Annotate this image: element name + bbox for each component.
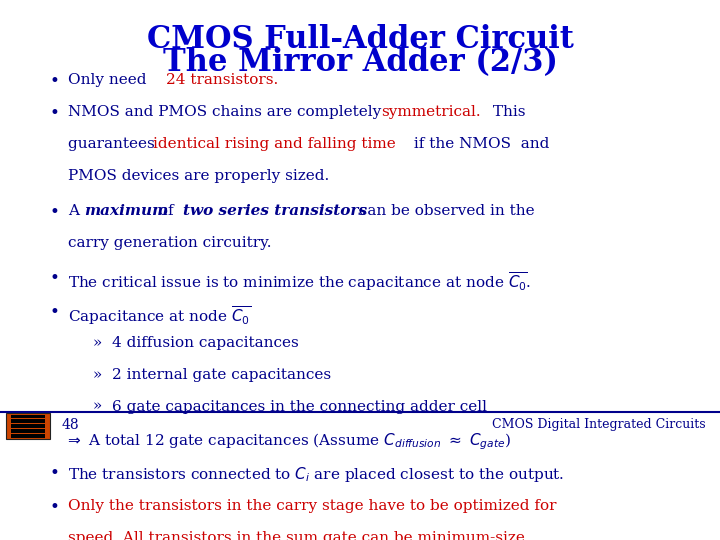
Text: •: • bbox=[49, 270, 59, 287]
Bar bbox=[11, 434, 45, 437]
Text: NMOS and PMOS chains are completely: NMOS and PMOS chains are completely bbox=[68, 105, 387, 119]
Bar bbox=[11, 415, 45, 418]
Text: The critical issue is to minimize the capacitance at node $\overline{C_0}$.: The critical issue is to minimize the ca… bbox=[68, 270, 531, 293]
Text: »: » bbox=[93, 400, 102, 414]
Text: symmetrical.: symmetrical. bbox=[382, 105, 481, 119]
Bar bbox=[6, 413, 50, 439]
Text: 4 diffusion capacitances: 4 diffusion capacitances bbox=[112, 336, 298, 350]
Text: Only need: Only need bbox=[68, 73, 152, 87]
Text: •: • bbox=[49, 500, 59, 516]
Bar bbox=[11, 424, 45, 428]
Text: guarantees: guarantees bbox=[68, 137, 160, 151]
Text: 6 gate capacitances in the connecting adder cell: 6 gate capacitances in the connecting ad… bbox=[112, 400, 487, 414]
Text: identical rising and falling time: identical rising and falling time bbox=[153, 137, 396, 151]
Text: CMOS Digital Integrated Circuits: CMOS Digital Integrated Circuits bbox=[492, 418, 706, 431]
Text: CMOS Full-Adder Circuit: CMOS Full-Adder Circuit bbox=[147, 24, 573, 55]
Text: •: • bbox=[49, 73, 59, 90]
Text: speed. All transistors in the sum gate can be minimum-size.: speed. All transistors in the sum gate c… bbox=[68, 531, 530, 540]
Text: »: » bbox=[93, 336, 102, 350]
Text: of: of bbox=[154, 204, 179, 218]
Text: 2 internal gate capacitances: 2 internal gate capacitances bbox=[112, 368, 330, 382]
Text: A: A bbox=[68, 204, 84, 218]
Text: two series transistors: two series transistors bbox=[183, 204, 367, 218]
Text: •: • bbox=[49, 105, 59, 122]
Text: Capacitance at node $\overline{C_0}$: Capacitance at node $\overline{C_0}$ bbox=[68, 304, 251, 327]
Text: $\Rightarrow$ A total 12 gate capacitances (Assume $C_{diffusion}$ $\approx$ $C_: $\Rightarrow$ A total 12 gate capacitanc… bbox=[65, 431, 510, 452]
Text: The Mirror Adder (2/3): The Mirror Adder (2/3) bbox=[163, 48, 557, 78]
Text: •: • bbox=[49, 465, 59, 482]
Bar bbox=[11, 429, 45, 433]
Text: carry generation circuitry.: carry generation circuitry. bbox=[68, 236, 272, 250]
Text: if the NMOS  and: if the NMOS and bbox=[409, 137, 549, 151]
Text: This: This bbox=[488, 105, 526, 119]
Text: can be observed in the: can be observed in the bbox=[354, 204, 535, 218]
Text: 48: 48 bbox=[61, 418, 78, 432]
Text: •: • bbox=[49, 304, 59, 321]
Text: maximum: maximum bbox=[84, 204, 168, 218]
Bar bbox=[11, 420, 45, 423]
Text: The transistors connected to $C_i$ are placed closest to the output.: The transistors connected to $C_i$ are p… bbox=[68, 465, 564, 484]
Text: 24 transistors.: 24 transistors. bbox=[166, 73, 278, 87]
Text: »: » bbox=[93, 368, 102, 382]
Text: •: • bbox=[49, 204, 59, 221]
Text: PMOS devices are properly sized.: PMOS devices are properly sized. bbox=[68, 168, 330, 183]
Text: Only the transistors in the carry stage have to be optimized for: Only the transistors in the carry stage … bbox=[68, 500, 557, 514]
